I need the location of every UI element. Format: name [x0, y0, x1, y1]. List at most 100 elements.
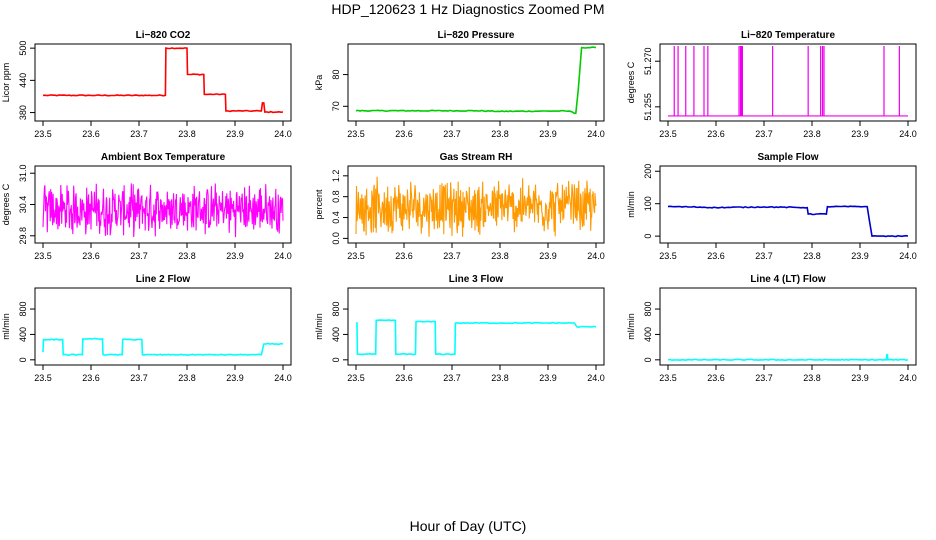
y-tick-label: 100: [643, 196, 653, 211]
chart-panel-9: Line 4 (LT) Flow ml/min 23.5 23.6 23.7 23.8 23…: [626, 274, 917, 383]
x-tick-label: 23.5: [659, 129, 677, 139]
plot-frame: [347, 43, 605, 122]
y-tick-label: 0: [18, 357, 28, 362]
y-tick-label: 400: [643, 327, 653, 342]
x-tick-label: 23.7: [755, 129, 773, 139]
x-tick-label: 23.7: [130, 373, 148, 383]
y-tick-label: 800: [18, 302, 28, 317]
x-tick-label: 23.6: [395, 129, 413, 139]
x-tick-label: 24.0: [899, 251, 917, 261]
x-tick-label: 24.0: [899, 129, 917, 139]
series-group: [667, 205, 909, 238]
series-group: [356, 319, 597, 356]
x-axis-caption: Hour of Day (UTC): [409, 518, 527, 534]
x-tick-label: 23.5: [347, 373, 365, 383]
x-tick-label: 23.5: [34, 129, 52, 139]
series-group: [667, 353, 909, 362]
y-tick-label: 440: [18, 73, 28, 88]
plot-frame: [347, 287, 605, 366]
x-tick-label: 24.0: [587, 373, 605, 383]
y-tick-label: 400: [331, 327, 341, 342]
x-tick-label: 23.7: [130, 129, 148, 139]
chart-title: Line 2 Flow: [136, 274, 191, 285]
x-tick-label: 23.8: [491, 373, 509, 383]
x-tick-label: 23.6: [707, 251, 725, 261]
chart-title: Li−820 Temperature: [741, 30, 835, 41]
y-axis-label: ml/min: [626, 191, 636, 218]
x-tick-label: 23.9: [851, 373, 869, 383]
y-tick-label: 51.270: [643, 47, 653, 75]
y-tick-label: 51.255: [643, 93, 653, 121]
series-group: [355, 176, 597, 237]
y-axis-label: degrees C: [1, 183, 11, 225]
y-axis-label: Licor ppm: [1, 63, 11, 103]
y-axis-label: kPa: [314, 75, 324, 91]
chart-panel-5: Gas Stream RH percent 23.5 23.6 23.7 23.8 23.9…: [314, 152, 605, 261]
series-line: [42, 183, 284, 238]
y-tick-label: 0: [643, 234, 653, 239]
x-tick-label: 24.0: [587, 129, 605, 139]
x-tick-label: 23.7: [443, 373, 461, 383]
x-tick-label: 23.8: [178, 251, 196, 261]
series-group: [42, 47, 284, 114]
x-tick-label: 23.7: [130, 251, 148, 261]
x-tick-label: 23.8: [491, 251, 509, 261]
y-tick-label: 0: [331, 357, 341, 362]
y-tick-label: 30.4: [18, 196, 28, 214]
series-group: [42, 183, 284, 238]
x-tick-label: 23.5: [34, 373, 52, 383]
x-tick-label: 23.5: [659, 373, 677, 383]
series-line: [355, 176, 597, 237]
y-tick-label: 70: [331, 101, 341, 111]
chart-title: Li−820 CO2: [136, 30, 191, 41]
page-title: HDP_120623 1 Hz Diagnostics Zoomed PM: [331, 1, 605, 17]
chart-title: Li−820 Pressure: [438, 30, 515, 41]
y-tick-label: 0.0: [331, 232, 341, 245]
x-tick-label: 23.5: [347, 129, 365, 139]
x-tick-label: 23.8: [803, 373, 821, 383]
y-tick-label: 800: [643, 302, 653, 317]
chart-panel-2: Li−820 Pressure kPa 23.5 23.6 23.7 23.8 23.9 24…: [314, 30, 605, 139]
x-tick-label: 23.7: [443, 251, 461, 261]
plot-frame: [659, 287, 917, 366]
chart-panel-7: Line 2 Flow ml/min 23.5 23.6 23.7 23.8 23.9 24.…: [1, 274, 292, 383]
x-tick-label: 23.6: [395, 251, 413, 261]
x-tick-label: 23.6: [707, 129, 725, 139]
x-tick-label: 23.9: [226, 373, 244, 383]
plot-frame: [659, 43, 917, 122]
y-tick-label: 0: [643, 357, 653, 362]
x-tick-label: 23.8: [178, 129, 196, 139]
chart-panel-4: Ambient Box Temperature degrees C 23.5 23.6…: [1, 152, 292, 261]
series-group: [355, 46, 597, 115]
y-tick-label: 0.4: [331, 211, 341, 224]
chart-panel-3: Li−820 Temperature degrees C 23.5 23.6 23.7 2…: [626, 30, 917, 139]
series-line: [42, 47, 284, 114]
y-tick-label: 31.0: [18, 164, 28, 182]
x-tick-label: 23.9: [851, 129, 869, 139]
plot-frame: [34, 43, 292, 122]
x-tick-label: 23.8: [491, 129, 509, 139]
x-tick-label: 23.9: [539, 251, 557, 261]
y-tick-label: 80: [331, 70, 341, 80]
plot-frame: [659, 165, 917, 244]
series-line: [42, 337, 284, 357]
x-tick-label: 24.0: [274, 129, 292, 139]
x-tick-label: 24.0: [274, 373, 292, 383]
y-axis-label: ml/min: [626, 313, 636, 340]
y-axis-label: ml/min: [314, 313, 324, 340]
x-tick-label: 24.0: [899, 373, 917, 383]
y-tick-label: 29.8: [18, 227, 28, 245]
x-tick-label: 23.8: [803, 129, 821, 139]
y-tick-label: 500: [18, 41, 28, 56]
y-axis-label: ml/min: [1, 313, 11, 340]
chart-title: Gas Stream RH: [440, 152, 513, 163]
y-tick-label: 400: [18, 327, 28, 342]
x-tick-label: 23.7: [755, 251, 773, 261]
y-axis-label: degrees C: [626, 61, 636, 103]
x-tick-label: 23.5: [659, 251, 677, 261]
y-tick-label: 0.8: [331, 190, 341, 203]
x-tick-label: 23.7: [443, 129, 461, 139]
chart-title: Line 4 (LT) Flow: [750, 274, 826, 285]
x-tick-label: 24.0: [587, 251, 605, 261]
